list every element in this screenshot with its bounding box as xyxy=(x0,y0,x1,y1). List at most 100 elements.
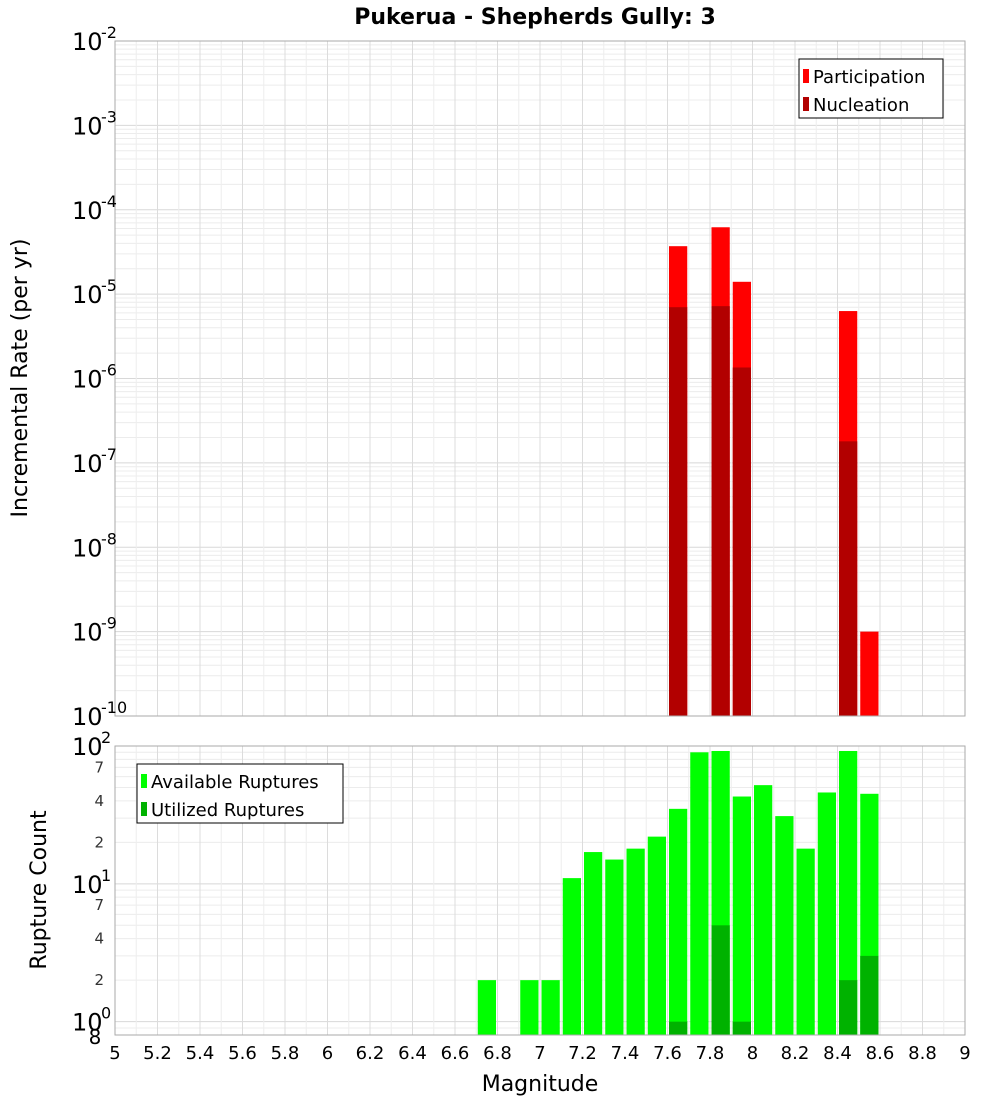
y-tick-exponent: -2 xyxy=(101,23,117,42)
y-tick-exponent: -4 xyxy=(101,192,117,211)
x-tick-label: 8.6 xyxy=(866,1043,895,1064)
bar xyxy=(796,848,815,1035)
x-tick-label: 7 xyxy=(534,1043,545,1064)
top-y-axis-label: Incremental Rate (per yr) xyxy=(8,239,33,518)
y-tick-exponent: -10 xyxy=(101,698,127,717)
bar xyxy=(669,307,688,716)
x-tick-label: 5.8 xyxy=(271,1043,300,1064)
series-nucleation xyxy=(669,306,858,716)
plot-frame xyxy=(114,40,966,717)
bar xyxy=(839,750,858,1035)
bar xyxy=(711,306,730,716)
bar xyxy=(775,816,794,1035)
bar xyxy=(647,836,666,1035)
legend-entry: Available Ruptures xyxy=(151,772,319,793)
x-tick-label: 6.6 xyxy=(441,1043,470,1064)
y-tick-label: 10 xyxy=(72,733,103,761)
legend-swatch xyxy=(141,774,147,788)
y-minor-tick-label: 7 xyxy=(94,896,104,914)
y-tick-label: 10 xyxy=(72,619,103,647)
y-tick-label: 10 xyxy=(72,1009,103,1037)
x-tick-label: 7.2 xyxy=(568,1043,597,1064)
grid xyxy=(114,41,966,716)
legend-swatch xyxy=(803,69,809,83)
y-tick-exponent: 2 xyxy=(101,728,111,747)
y-minor-tick-label: 7 xyxy=(94,758,104,776)
bar xyxy=(711,925,730,1035)
bar xyxy=(839,441,858,716)
y-tick-label: 10 xyxy=(72,703,103,731)
y-tick-label: 10 xyxy=(72,28,103,56)
y-minor-tick-label: 2 xyxy=(94,971,104,989)
bar xyxy=(669,808,688,1035)
x-tick-label: 6.8 xyxy=(483,1043,512,1064)
x-tick-label: 7.4 xyxy=(611,1043,640,1064)
series-utilized-ruptures xyxy=(669,925,879,1035)
y-bottom-label: 8 xyxy=(89,1025,102,1049)
legend-box xyxy=(798,58,944,119)
bar xyxy=(541,980,560,1035)
x-tick-label: 9 xyxy=(959,1043,970,1064)
bar xyxy=(817,792,836,1035)
y-tick-label: 10 xyxy=(72,450,103,478)
y-tick-label: 10 xyxy=(72,871,103,899)
y-minor-tick-label: 2 xyxy=(94,833,104,851)
x-tick-label: 7.8 xyxy=(696,1043,725,1064)
x-tick-label: 8.2 xyxy=(781,1043,810,1064)
bar xyxy=(860,955,879,1035)
chart-title: Pukerua - Shepherds Gully: 3 xyxy=(354,5,716,30)
bar xyxy=(584,852,603,1035)
y-tick-exponent: -5 xyxy=(101,276,117,295)
x-tick-label: 6.4 xyxy=(398,1043,427,1064)
y-tick-label: 10 xyxy=(72,197,103,225)
y-tick-exponent: -8 xyxy=(101,529,117,548)
bar xyxy=(732,1021,751,1035)
bar xyxy=(520,980,539,1035)
y-tick-exponent: -3 xyxy=(101,107,117,126)
plot-frame xyxy=(114,745,966,1036)
legend-box xyxy=(136,763,344,824)
y-tick-exponent: 1 xyxy=(101,866,111,885)
x-tick-label: 5.6 xyxy=(228,1043,257,1064)
rate-panel: 10-1010-910-810-710-610-510-410-310-2Par… xyxy=(72,23,966,731)
x-tick-label: 6 xyxy=(322,1043,333,1064)
x-tick-label: 8 xyxy=(747,1043,758,1064)
bar xyxy=(839,980,858,1035)
bar xyxy=(754,785,773,1035)
x-tick-label: 5.4 xyxy=(186,1043,215,1064)
legend: Participation Nucleation xyxy=(798,58,944,119)
bar xyxy=(626,848,645,1035)
bar xyxy=(732,367,751,716)
x-axis: 5 5.2 5.4 5.6 5.8 6 6.2 6.4 6.6 6.8 7 7.2 7.4 7.6 7.8 8… xyxy=(109,1043,970,1064)
legend-entry: Participation xyxy=(813,67,925,88)
y-tick-label: 10 xyxy=(72,112,103,140)
bar xyxy=(669,1021,688,1035)
bottom-y-axis-label: Rupture Count xyxy=(27,810,52,970)
y-minor-tick-label: 4 xyxy=(94,792,104,810)
legend-entry: Utilized Ruptures xyxy=(151,800,304,821)
y-tick-exponent: -7 xyxy=(101,445,117,464)
bar xyxy=(477,980,496,1035)
y-tick-label: 10 xyxy=(72,281,103,309)
legend-swatch xyxy=(141,802,147,816)
x-tick-label: 6.2 xyxy=(356,1043,385,1064)
bar xyxy=(732,796,751,1035)
x-tick-label: 8.4 xyxy=(823,1043,852,1064)
y-tick-exponent: -6 xyxy=(101,361,117,380)
bar xyxy=(605,859,624,1035)
y-tick-exponent: 0 xyxy=(101,1004,111,1023)
x-tick-label: 5 xyxy=(109,1043,120,1064)
x-axis-label: Magnitude xyxy=(482,1072,599,1097)
y-minor-tick-label: 4 xyxy=(94,930,104,948)
y-tick-label: 10 xyxy=(72,534,103,562)
bar xyxy=(690,752,709,1035)
y-tick-label: 10 xyxy=(72,366,103,394)
bar xyxy=(860,631,879,716)
legend-swatch xyxy=(803,97,809,111)
x-tick-label: 7.6 xyxy=(653,1043,682,1064)
series-available-ruptures xyxy=(477,750,879,1035)
